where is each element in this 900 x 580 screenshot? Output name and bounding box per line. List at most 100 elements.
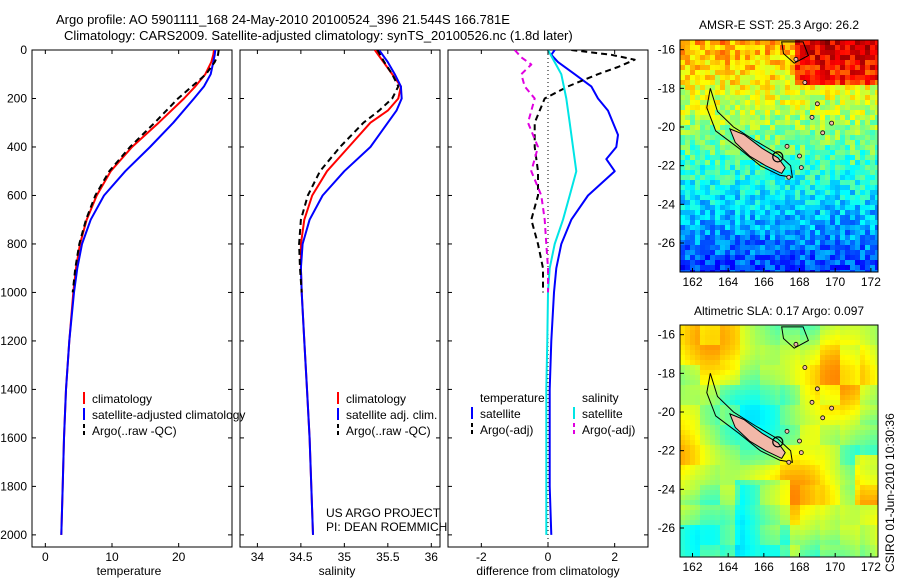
map-cell [710, 335, 715, 340]
map-cell [690, 230, 695, 235]
map-cell [720, 375, 725, 380]
map-cell [840, 500, 845, 505]
map-cell [785, 510, 790, 515]
map-cell [860, 215, 865, 220]
map-cell [710, 105, 715, 110]
map-cell [795, 340, 800, 345]
map-cell [745, 520, 750, 525]
map-cell [740, 335, 745, 340]
map-cell [830, 435, 835, 440]
map-cell [830, 155, 835, 160]
map-cell [850, 395, 855, 400]
map-cell [820, 385, 825, 390]
map-cell [710, 540, 715, 545]
map-cell [765, 250, 770, 255]
map-cell [775, 260, 780, 265]
map-cell [870, 445, 875, 450]
map-cell [780, 360, 785, 365]
map-cell [785, 265, 790, 270]
map-cell [800, 260, 805, 265]
map-cell [735, 380, 740, 385]
map-cell [820, 470, 825, 475]
map-cell [815, 235, 820, 240]
map-cell [775, 370, 780, 375]
map-cell [745, 235, 750, 240]
map-cell [705, 50, 710, 55]
map-cell [805, 95, 810, 100]
map-cell [705, 175, 710, 180]
map-cell [705, 430, 710, 435]
map-cell [685, 65, 690, 70]
map-cell [725, 195, 730, 200]
map-lon-tick-label: 170 [825, 275, 845, 289]
map-cell [810, 335, 815, 340]
map-cell [770, 185, 775, 190]
map-cell [730, 250, 735, 255]
map-cell [690, 510, 695, 515]
map-cell [680, 90, 685, 95]
map-cell [875, 185, 878, 190]
map-cell [690, 515, 695, 520]
map-cell [860, 265, 865, 270]
map-cell [805, 465, 810, 470]
map-cell [680, 130, 685, 135]
map-cell [810, 170, 815, 175]
map-cell [780, 175, 785, 180]
map-cell [755, 175, 760, 180]
map-cell [835, 155, 840, 160]
map-cell [685, 480, 690, 485]
map-cell [775, 255, 780, 260]
map-cell [680, 50, 685, 55]
map-cell [710, 475, 715, 480]
map-cell [850, 455, 855, 460]
map-cell [800, 245, 805, 250]
map-cell [875, 495, 878, 500]
map-cell [835, 130, 840, 135]
map-cell [780, 50, 785, 55]
map-cell [785, 100, 790, 105]
map-cell [720, 490, 725, 495]
reef-contour [781, 326, 810, 349]
map-cell [680, 185, 685, 190]
map-cell [700, 350, 705, 355]
map-cell [875, 140, 878, 145]
map-cell [710, 415, 715, 420]
map-cell [865, 420, 870, 425]
map-cell [745, 210, 750, 215]
map-cell [785, 450, 790, 455]
map-cell [830, 550, 835, 555]
map-cell [810, 70, 815, 75]
map-cell [805, 185, 810, 190]
map-cell [730, 240, 735, 245]
map-cell [685, 540, 690, 545]
map-cell [755, 460, 760, 465]
map-cell [840, 175, 845, 180]
map-cell [760, 90, 765, 95]
map-cell [725, 255, 730, 260]
map-cell [870, 75, 875, 80]
map-cell [715, 410, 720, 415]
map-cell [780, 70, 785, 75]
map-cell [875, 150, 878, 155]
map-cell [695, 150, 700, 155]
map-cell [795, 265, 800, 270]
map-lon-tick-label: 164 [718, 560, 738, 574]
map-cell [875, 530, 878, 535]
map-cell [825, 40, 830, 45]
map-cell [755, 130, 760, 135]
map-cell [725, 175, 730, 180]
bathymetry-contour [706, 373, 793, 463]
map-cell [725, 145, 730, 150]
map-cell [740, 395, 745, 400]
map-cell [820, 500, 825, 505]
map-cell [835, 480, 840, 485]
map-cell [765, 460, 770, 465]
map-cell [800, 400, 805, 405]
map-cell [795, 75, 800, 80]
map-cell [825, 420, 830, 425]
map-cell [810, 230, 815, 235]
map-cell [815, 105, 820, 110]
map-cell [770, 520, 775, 525]
map-cell [780, 445, 785, 450]
map-cell [775, 200, 780, 205]
